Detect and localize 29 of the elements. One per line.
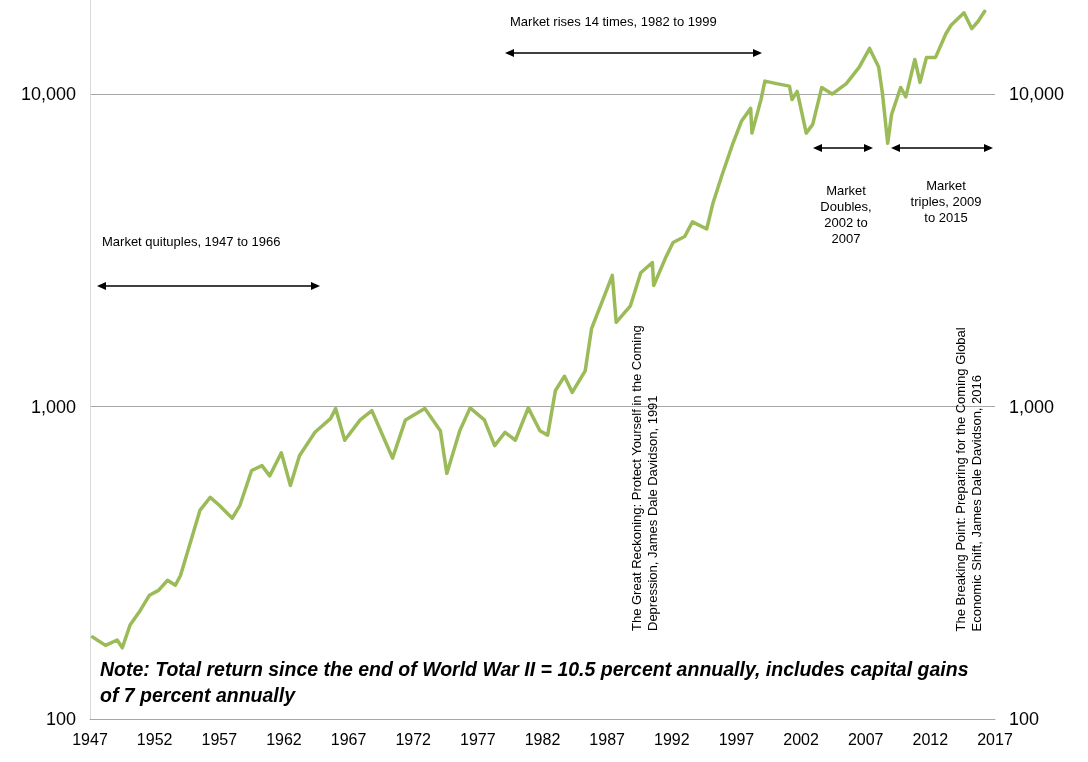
line-series xyxy=(90,9,987,650)
x-tick-label: 2007 xyxy=(847,730,884,748)
x-tick-label: 1952 xyxy=(136,730,173,748)
x-tick-label: 1957 xyxy=(201,730,238,748)
x-tick-label: 1992 xyxy=(653,730,690,748)
annotation: The Breaking Point: Preparing for the Coming Global Economic Shift, James Dale Davidson, 2016 xyxy=(952,326,984,632)
x-tick-label: 2012 xyxy=(912,730,949,748)
x-tick-label: 1972 xyxy=(395,730,432,748)
annotation: Market rises 14 times, 1982 to 1999 xyxy=(510,14,718,30)
x-tick-label: 1997 xyxy=(718,730,755,748)
text: 100 xyxy=(1009,709,1040,729)
x-tick-label: 1977 xyxy=(460,730,496,748)
y-tick-label: 10,000 xyxy=(20,84,76,105)
x-tick-label: 1947 xyxy=(72,730,108,748)
x-tick-label: 1967 xyxy=(330,730,367,748)
text: 10,000 xyxy=(1009,84,1065,105)
annotation: Market Doubles, 2002 to 2007 xyxy=(819,183,873,247)
y-tick-label: 1,000 xyxy=(30,396,76,417)
annotation: Market triples, 2009 to 2015 xyxy=(910,178,982,226)
annotation: The Great Reckoning: Protect Yourself in the Coming Depression, James Dale Davidson, 1991 xyxy=(629,324,661,631)
x-tick-label: 1987 xyxy=(589,730,626,748)
x-tick-label: 1962 xyxy=(266,730,302,748)
annotation: Note: Total return since the end of World War II = 10.5 percent annually, includes capital gains of 7 percent annually xyxy=(100,657,970,708)
x-tick-label: 1982 xyxy=(524,730,561,748)
x-tick-label: 2002 xyxy=(783,730,819,748)
annotation: Market quituples, 1947 to 1966 xyxy=(102,234,282,250)
y-tick-label: 100 xyxy=(45,709,76,729)
text: 1,000 xyxy=(1009,396,1055,417)
x-tick-label: 2017 xyxy=(977,730,1013,748)
